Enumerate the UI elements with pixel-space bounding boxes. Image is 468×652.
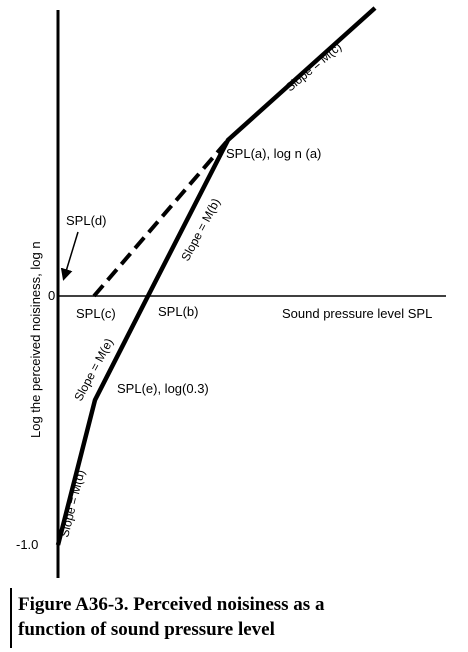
caption-rule bbox=[10, 588, 12, 648]
y-axis-label: Log the perceived noisiness, log n bbox=[28, 241, 43, 438]
spl-e-label: SPL(e), log(0.3) bbox=[117, 381, 209, 396]
dashed-extension-line bbox=[92, 138, 230, 298]
spl-b-label: SPL(b) bbox=[158, 304, 198, 319]
caption-line-2: function of sound pressure level bbox=[18, 619, 275, 640]
spl-c-label: SPL(c) bbox=[76, 306, 116, 321]
figure-caption: Figure A36-3. Perceived noisiness as a f… bbox=[18, 592, 458, 642]
spl-a-label: SPL(a), log n (a) bbox=[226, 146, 321, 161]
slope-b-label: Slope = M(b) bbox=[178, 196, 223, 264]
caption-line-1: Figure A36-3. Perceived noisiness as a bbox=[18, 594, 325, 615]
minus-one-tick-label: -1.0 bbox=[16, 537, 38, 552]
slope-d-label: Slope = M(d) bbox=[57, 468, 87, 538]
x-axis-label: Sound pressure level SPL bbox=[282, 306, 432, 321]
zero-tick-label: 0 bbox=[48, 288, 55, 303]
noisiness-curve bbox=[55, 6, 377, 546]
spl-d-arrow bbox=[60, 231, 79, 281]
slope-c-label: Slope = M(c) bbox=[283, 40, 344, 95]
spl-d-label: SPL(d) bbox=[66, 213, 106, 228]
